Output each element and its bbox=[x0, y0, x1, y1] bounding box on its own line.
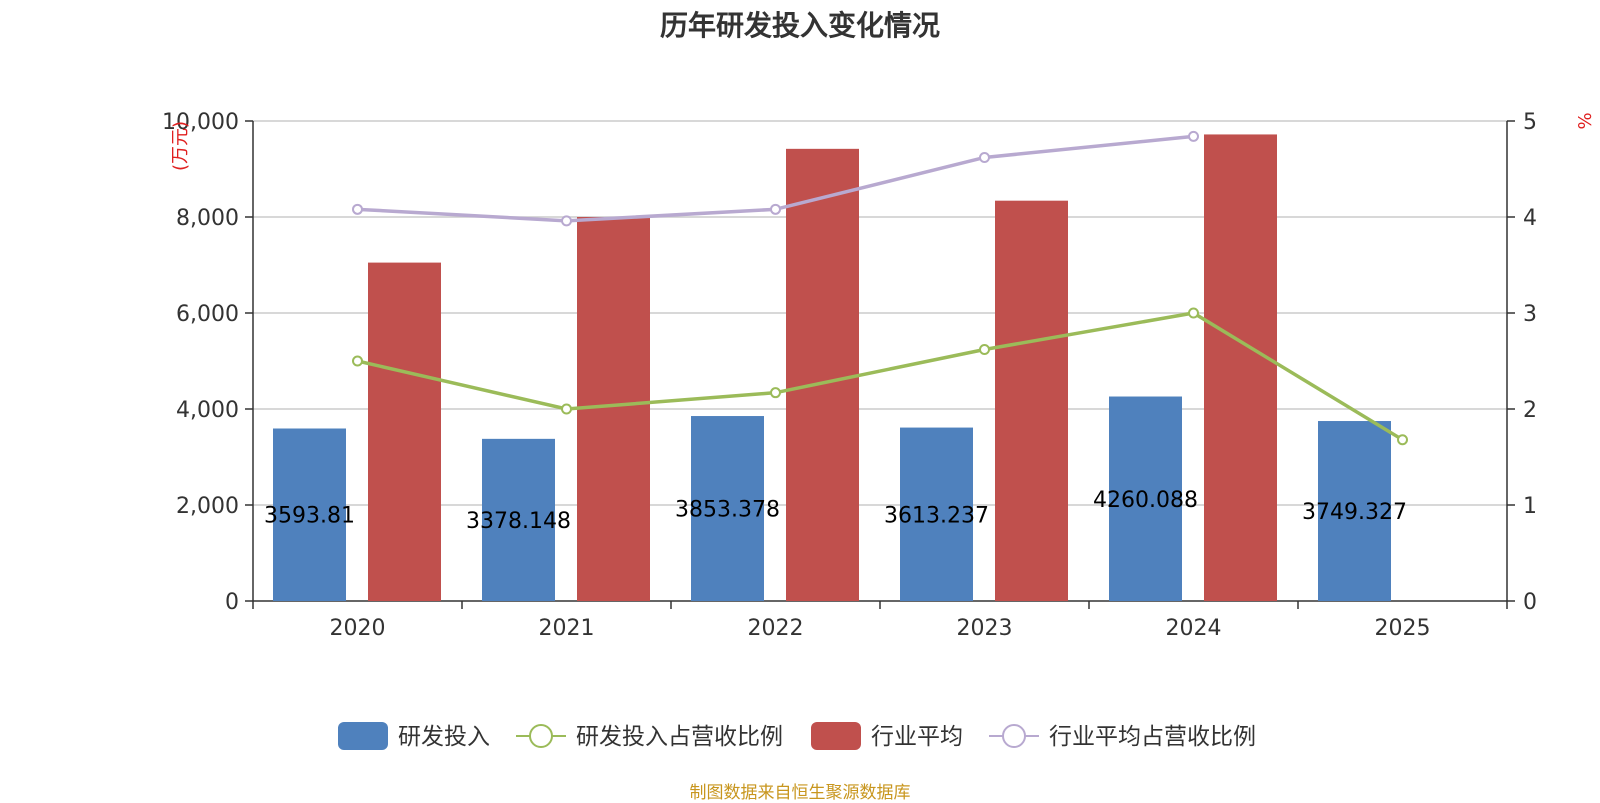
line-point[interactable] bbox=[979, 343, 990, 355]
legend-label: 研发投入占营收比例 bbox=[576, 724, 783, 750]
y-left-tick-label: 4,000 bbox=[176, 398, 239, 423]
y-right-tick-label: 5 bbox=[1523, 110, 1537, 135]
bar-data-label: 3749.327 bbox=[1302, 500, 1407, 525]
line-rd-ratio bbox=[357, 311, 1404, 442]
bar-industry-average[interactable] bbox=[368, 262, 441, 601]
grid-lines bbox=[253, 120, 1507, 506]
line-point[interactable] bbox=[770, 203, 781, 215]
x-tick-label: 2020 bbox=[330, 616, 386, 641]
bar-rd-investment[interactable] bbox=[1318, 421, 1391, 601]
y-left-tick-label: 2,000 bbox=[176, 494, 239, 519]
data-labels: 3593.81 3378.148 3853.378 3613.237 4260.088 3… bbox=[264, 488, 1407, 534]
lines bbox=[352, 130, 1408, 446]
legend-label: 行业平均占营收比例 bbox=[1049, 724, 1256, 750]
x-tick-label: 2022 bbox=[748, 616, 804, 641]
y-right-tick-label: 4 bbox=[1523, 206, 1537, 231]
bar-rd-investment[interactable] bbox=[691, 416, 764, 601]
legend-swatch-marker bbox=[1002, 724, 1026, 748]
y-left-unit: (万元) bbox=[170, 121, 191, 171]
bar-rd-investment[interactable] bbox=[900, 427, 973, 601]
y-right-tick-label: 3 bbox=[1523, 302, 1537, 327]
y-left-tick-label: 10,000 bbox=[162, 110, 239, 135]
bar-rd-investment[interactable] bbox=[1109, 396, 1182, 601]
axes: 0 2,000 4,000 6,000 8,000 10,000(万元) 0 1 2 3 4 5 % 20… bbox=[162, 110, 1596, 641]
x-tick-label: 2023 bbox=[957, 616, 1013, 641]
x-tick-label: 2021 bbox=[539, 616, 595, 641]
y-right-tick-label: 2 bbox=[1523, 398, 1537, 423]
line-point[interactable] bbox=[561, 403, 572, 415]
legend[interactable]: 研发投入 研发投入占营收比例 行业平均 行业平均占营收比例 bbox=[338, 722, 1256, 750]
y-right-unit: % bbox=[1575, 112, 1596, 129]
bar-industry-average[interactable] bbox=[577, 217, 650, 601]
line-point[interactable] bbox=[352, 355, 363, 367]
bar-data-label: 3853.378 bbox=[675, 498, 780, 523]
line-point[interactable] bbox=[1397, 434, 1408, 446]
line-point[interactable] bbox=[770, 387, 781, 399]
bar-data-label: 3613.237 bbox=[884, 503, 989, 528]
bar-industry-average[interactable] bbox=[1204, 134, 1277, 601]
line-point[interactable] bbox=[352, 203, 363, 215]
bar-rd-investment[interactable] bbox=[273, 428, 346, 601]
legend-swatch-bar bbox=[811, 722, 861, 750]
legend-item[interactable]: 研发投入 bbox=[338, 722, 490, 750]
y-left-tick-label: 0 bbox=[225, 590, 239, 615]
legend-label: 研发投入 bbox=[398, 724, 490, 750]
bar-rd-investment[interactable] bbox=[482, 438, 555, 601]
y-right-tick-label: 1 bbox=[1523, 494, 1537, 519]
bar-data-label: 4260.088 bbox=[1093, 488, 1198, 513]
y-right-tick-label: 0 bbox=[1523, 590, 1537, 615]
line-point[interactable] bbox=[1188, 130, 1199, 142]
bar-industry-average[interactable] bbox=[786, 148, 859, 601]
line-point[interactable] bbox=[979, 151, 990, 163]
bars bbox=[273, 134, 1391, 601]
bar-data-label: 3593.81 bbox=[264, 504, 355, 529]
chart-title: 历年研发投入变化情况 bbox=[659, 9, 940, 42]
legend-swatch-bar bbox=[338, 722, 388, 750]
x-tick-label: 2025 bbox=[1375, 616, 1431, 641]
legend-label: 行业平均 bbox=[871, 724, 963, 750]
y-left-tick-label: 8,000 bbox=[176, 206, 239, 231]
y-left-tick-label: 6,000 bbox=[176, 302, 239, 327]
bar-industry-average[interactable] bbox=[995, 200, 1068, 601]
legend-item[interactable]: 行业平均 bbox=[811, 722, 963, 750]
line-point[interactable] bbox=[1188, 307, 1199, 319]
bar-data-label: 3378.148 bbox=[466, 509, 571, 534]
legend-item[interactable]: 行业平均占营收比例 bbox=[989, 724, 1256, 750]
line-point[interactable] bbox=[561, 215, 572, 227]
legend-item[interactable]: 研发投入占营收比例 bbox=[516, 724, 783, 750]
source-note: 制图数据来自恒生聚源数据库 bbox=[689, 783, 911, 803]
legend-swatch-marker bbox=[529, 724, 553, 748]
x-tick-label: 2024 bbox=[1166, 616, 1222, 641]
